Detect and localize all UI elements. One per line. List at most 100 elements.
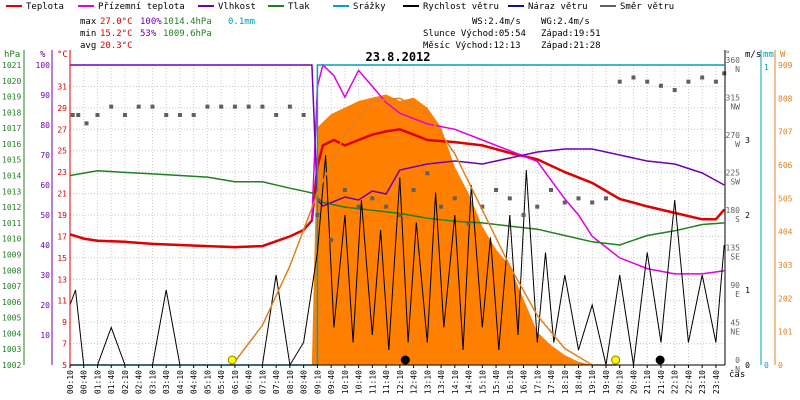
wind-direction-point — [507, 196, 512, 201]
x-tick-label: 22:10 — [671, 370, 680, 394]
dir-tick-label: NE — [730, 328, 740, 337]
degc-tick-label: 23 — [57, 168, 67, 177]
wind-direction-point — [356, 204, 361, 209]
w-tick-label: 404 — [778, 228, 793, 237]
wind-direction-point — [672, 88, 677, 92]
x-tick-label: 16:40 — [520, 370, 529, 394]
wind-direction-point — [562, 200, 567, 205]
deg-tick-label: 180 — [726, 206, 741, 215]
wind-direction-point — [645, 79, 650, 84]
ms-tick-label: 3 — [745, 136, 750, 145]
wind-direction-point — [722, 71, 727, 76]
wind-direction-point — [425, 171, 430, 176]
sunrise-info: Slunce Východ:05:54 — [423, 29, 526, 39]
w-tick-label: 808 — [778, 94, 793, 103]
hpa-tick-label: 1004 — [2, 329, 21, 338]
wind-direction-point — [521, 213, 526, 217]
time-unit: čas — [729, 369, 745, 380]
deg-tick-label: 0 — [735, 356, 740, 365]
x-tick-label: 05:10 — [203, 370, 212, 394]
degc-tick-label: 13 — [57, 275, 67, 284]
x-tick-label: 17:10 — [533, 370, 542, 394]
legend-label: Srážky — [353, 2, 386, 12]
legend-label: Rychlost větru — [423, 2, 499, 12]
wind-direction-point — [535, 204, 540, 209]
max-hum: 100% — [140, 17, 162, 27]
wind-direction-point — [686, 79, 691, 84]
x-tick-label: 12:10 — [396, 370, 405, 394]
degc-tick-label: 15 — [57, 254, 67, 263]
wind-direction-point — [122, 113, 127, 117]
series-line-vlhkost — [70, 64, 725, 207]
deg-tick-label: 225 — [726, 169, 741, 178]
dir-tick-label: S — [735, 215, 740, 224]
wind-direction-point — [136, 104, 141, 109]
wind-speed-info: WS:2.4m/s — [472, 17, 521, 27]
x-tick-label: 04:10 — [176, 370, 185, 394]
hpa-tick-label: 1010 — [2, 235, 21, 244]
x-tick-label: 21:40 — [657, 370, 666, 394]
legend: Teplota Přízemní teplota Vlhkost Tlak Srážky… — [6, 2, 674, 12]
ms-tick-label: 1 — [745, 286, 750, 295]
w-tick-label: 0 — [778, 361, 783, 370]
hpa-tick-label: 1008 — [2, 266, 21, 275]
x-tick-label: 20:40 — [629, 370, 638, 394]
w-tick-label: 202 — [778, 294, 793, 303]
hpa-tick-label: 1016 — [2, 140, 21, 149]
wind-direction-point — [150, 104, 155, 109]
wind-direction-point — [658, 83, 663, 88]
x-tick-label: 15:10 — [478, 370, 487, 394]
degc-unit: °C — [57, 50, 68, 60]
degc-tick-label: 9 — [62, 318, 67, 327]
x-tick-label: 22:40 — [684, 370, 693, 394]
wind-direction-point — [370, 196, 375, 201]
wind-direction-point — [439, 204, 444, 209]
x-tick-label: 20:10 — [616, 370, 625, 394]
min-label: min — [80, 29, 96, 39]
pct-tick-label: 10 — [40, 331, 50, 340]
moonset-info: Západ:21:28 — [541, 41, 601, 51]
w-unit: W — [780, 50, 786, 60]
pct-tick-label: 70 — [40, 151, 50, 160]
x-tick-label: 19:10 — [588, 370, 597, 394]
pct-tick-label: 50 — [40, 211, 50, 220]
svg-text:max: max — [80, 17, 97, 27]
wind-direction-point — [84, 121, 89, 126]
sun-moon-markers — [227, 355, 665, 365]
hpa-tick-label: 1013 — [2, 187, 21, 196]
x-tick-label: 03:10 — [148, 370, 157, 394]
solar-area — [70, 94, 725, 366]
ms-tick-label: 0 — [745, 361, 750, 370]
x-tick-label: 09:40 — [327, 370, 336, 394]
x-tick-label: 08:40 — [300, 370, 309, 394]
wind-direction-point — [315, 213, 320, 217]
deg-tick-label: 315 — [726, 94, 741, 103]
mm-tick-label: 0 — [764, 361, 769, 370]
x-tick-label: 08:10 — [286, 370, 295, 394]
hpa-tick-label: 1006 — [2, 298, 21, 307]
series-line-tlak — [69, 170, 725, 246]
wind-direction-point — [603, 196, 608, 201]
wind-direction-point — [164, 113, 169, 117]
w-tick-label: 101 — [778, 328, 793, 337]
x-tick-label: 13:10 — [423, 370, 432, 394]
x-tick-label: 01:10 — [93, 370, 102, 394]
wind-direction-point — [466, 221, 471, 226]
wind-direction-point — [329, 238, 334, 242]
w-tick-label: 606 — [778, 161, 793, 170]
wind-gust-info: WG:2.4m/s — [541, 17, 590, 27]
moonrise-info: Měsíc Východ:12:13 — [423, 41, 521, 51]
max-temp: 27.0°C — [100, 17, 133, 27]
deg-tick-label: 45 — [730, 319, 740, 328]
x-tick-label: 02:40 — [135, 370, 144, 394]
deg-tick-label: 270 — [726, 131, 741, 140]
x-tick-label: 11:40 — [382, 370, 391, 394]
degc-tick-label: 5 — [62, 361, 67, 370]
x-tick-label: 10:10 — [341, 370, 350, 394]
pct-tick-label: 100 — [36, 61, 51, 70]
wind-direction-point — [480, 204, 485, 209]
x-tick-label: 10:40 — [355, 370, 364, 394]
x-tick-label: 14:40 — [465, 370, 474, 394]
dir-tick-label: N — [735, 65, 740, 74]
min-hum: 53% — [140, 29, 157, 39]
